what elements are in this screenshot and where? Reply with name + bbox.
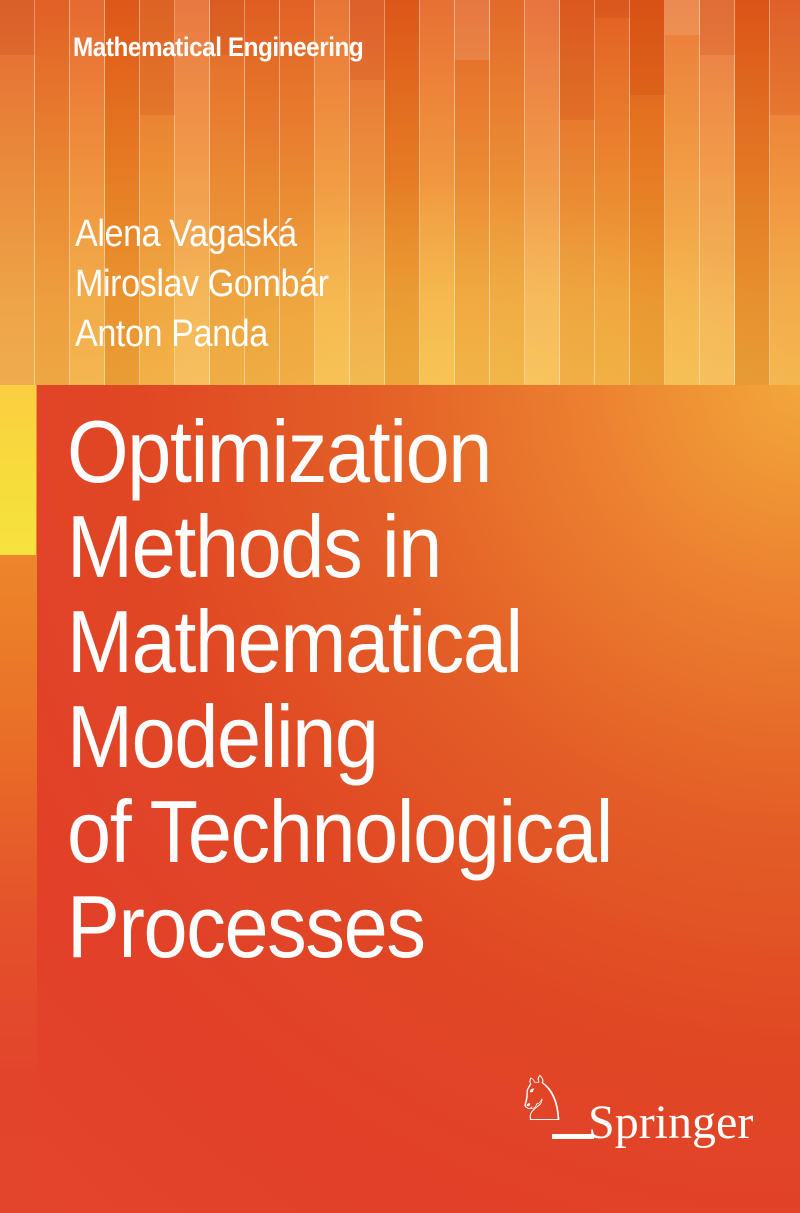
book-title-line: Processes: [67, 877, 426, 976]
stripe-cap: [630, 0, 665, 95]
stripe-cap: [350, 0, 385, 80]
author-name: Miroslav Gombár: [75, 263, 329, 305]
author-name: Anton Panda: [75, 313, 268, 355]
book-title-line: Optimization: [67, 402, 492, 501]
cover-top-banner: Mathematical Engineering Alena Vagaská M…: [0, 0, 800, 385]
stripe-cap: [210, 0, 245, 55]
book-title-line: of Technological: [67, 782, 613, 881]
stripe-cap: [665, 0, 700, 35]
stripe-cap: [140, 0, 175, 115]
stripe-cap: [700, 0, 735, 55]
stripe-cap: [455, 0, 490, 60]
book-title-line: Mathematical: [67, 592, 523, 691]
stripe-cap: [595, 0, 630, 18]
author-name: Alena Vagaská: [75, 213, 297, 255]
author-list: Alena Vagaská Miroslav Gombár Anton Pand…: [75, 209, 329, 359]
title-panel: Optimization Methods in Mathematical Mod…: [37, 385, 800, 1213]
yellow-accent-square: [0, 385, 36, 555]
book-title-line: Modeling: [67, 687, 379, 786]
series-title: Mathematical Engineering: [73, 32, 364, 62]
book-title-line: Methods in: [67, 497, 442, 596]
stripe-cap: [0, 0, 35, 55]
book-title: Optimization Methods in Mathematical Mod…: [67, 402, 613, 976]
stripe-cap: [770, 0, 800, 115]
stripe-cap: [560, 0, 595, 120]
